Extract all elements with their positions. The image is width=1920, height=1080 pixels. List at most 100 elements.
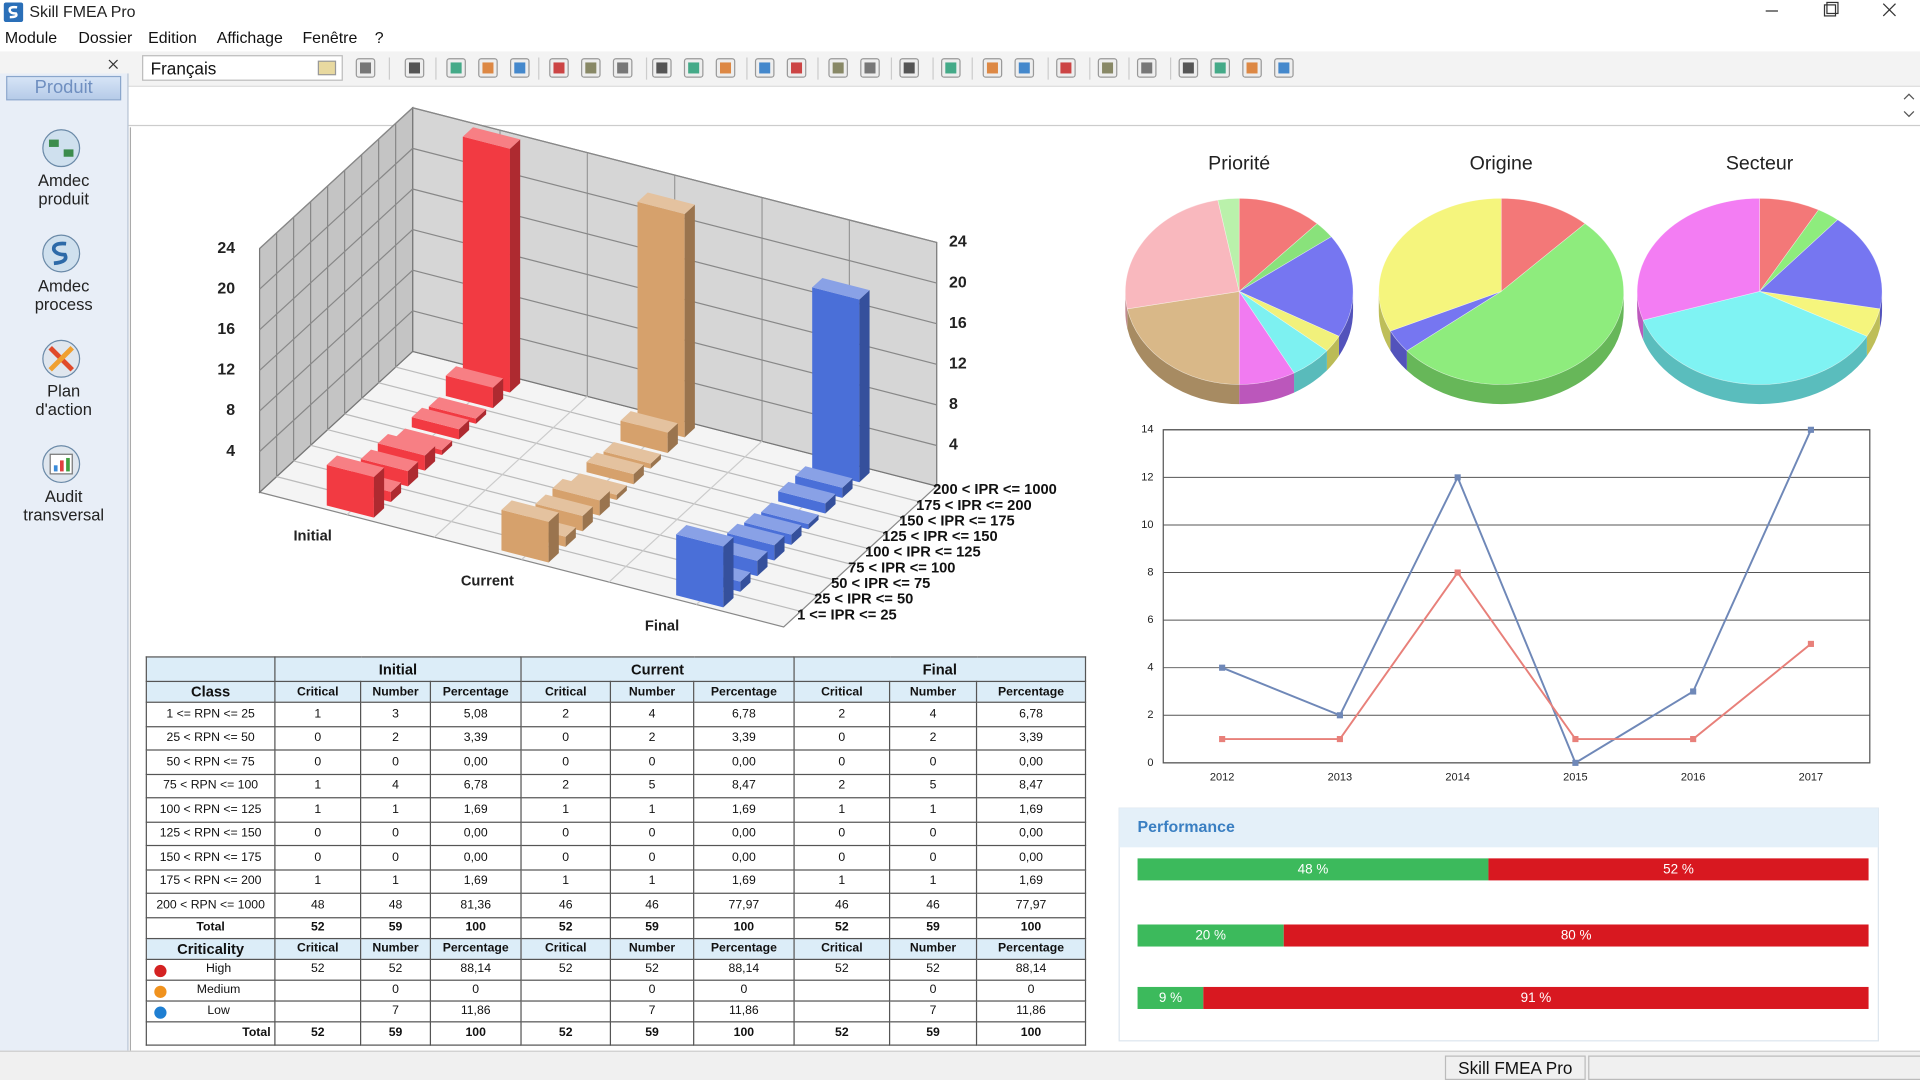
x-tick-label: 2015 bbox=[1563, 771, 1588, 783]
toolbar-glyph bbox=[1018, 62, 1030, 74]
menu-item[interactable]: Edition bbox=[148, 28, 197, 47]
line-marker bbox=[1219, 736, 1226, 743]
column-header: Number bbox=[359, 680, 432, 703]
menu-item[interactable]: Affichage bbox=[216, 28, 283, 47]
toolbar-glyph bbox=[656, 62, 668, 74]
bar-front bbox=[462, 136, 510, 393]
close-panel[interactable] bbox=[105, 56, 122, 73]
menu-item[interactable]: Module bbox=[4, 28, 58, 47]
table-row: 1 <= RPN <= 25 1 3 5,08 2 4 6,78 2 4 6,78 bbox=[145, 701, 1087, 727]
language-combobox[interactable]: Français bbox=[142, 55, 343, 81]
bar-front bbox=[620, 420, 668, 454]
toolbar-glyph bbox=[585, 62, 597, 74]
pie-slice bbox=[1238, 236, 1354, 337]
menu-item[interactable]: Dossier bbox=[78, 28, 133, 47]
table-cell: 0 bbox=[274, 844, 362, 870]
bar-side bbox=[684, 204, 695, 438]
table-cell: 88,14 bbox=[975, 958, 1087, 981]
language-value: Français bbox=[150, 58, 217, 79]
table-row: 175 < RPN <= 200 1 1 1,69 1 1 1,69 1 1 1,69 bbox=[145, 868, 1087, 894]
table-cell: 4 bbox=[609, 701, 695, 727]
sidebar-item[interactable]: Amdec produit bbox=[0, 171, 127, 208]
table-cell: 1 bbox=[793, 797, 891, 823]
table-cell: 11,86 bbox=[975, 999, 1087, 1022]
icon-amdec-process[interactable] bbox=[40, 233, 82, 275]
table-cell: 11,86 bbox=[693, 999, 795, 1022]
table-cell: 175 < RPN <= 200 bbox=[145, 868, 276, 894]
bar-side bbox=[667, 423, 678, 454]
bar-side bbox=[808, 514, 819, 530]
table-cell: 100 bbox=[975, 1020, 1087, 1046]
table-cell: 100 bbox=[429, 916, 522, 939]
table-cell: 1 bbox=[274, 773, 362, 799]
table-cell: 46 bbox=[793, 892, 891, 918]
table-cell: 1 bbox=[274, 701, 362, 727]
depth-tick-label: 175 < IPR <= 200 bbox=[916, 498, 1032, 514]
table-cell: 0 bbox=[274, 821, 362, 847]
sidebar-item[interactable]: Amdec process bbox=[0, 277, 127, 314]
table-cell: 150 < RPN <= 175 bbox=[145, 844, 276, 870]
table-cell bbox=[520, 978, 612, 1002]
table-row: 75 < RPN <= 100 1 4 6,78 2 5 8,47 2 5 8,47 bbox=[145, 773, 1087, 799]
bar-side bbox=[650, 454, 661, 469]
window-controls[interactable] bbox=[1739, 0, 1920, 24]
table-cell: 59 bbox=[359, 1020, 432, 1046]
sidebar-tab[interactable]: Produit bbox=[6, 75, 122, 101]
icon-audit[interactable] bbox=[40, 443, 82, 485]
table-cell: 5 bbox=[888, 773, 978, 799]
icon-plan-action[interactable] bbox=[40, 338, 82, 380]
bar-top bbox=[501, 500, 559, 522]
column-header: Number bbox=[609, 680, 695, 703]
table-cell: High bbox=[145, 958, 276, 981]
combo-button[interactable] bbox=[317, 59, 337, 77]
table-cell: 59 bbox=[609, 916, 695, 939]
toolbar-glyph bbox=[482, 62, 494, 74]
y-tick-label: 16 bbox=[949, 315, 967, 332]
bar-side bbox=[475, 409, 487, 424]
table-cell: 100 bbox=[693, 916, 795, 939]
y-tick-label: 16 bbox=[217, 321, 235, 338]
column-header: Critical bbox=[793, 937, 891, 960]
pie-slice bbox=[1500, 198, 1586, 293]
table-row: 25 < RPN <= 50 0 2 3,39 0 2 3,39 0 2 3,39 bbox=[145, 725, 1087, 751]
table-row: Total 52 59 100 52 59 100 52 59 100 bbox=[145, 1020, 1087, 1046]
toolbar-glyph bbox=[1102, 62, 1114, 74]
bar-top bbox=[676, 524, 734, 547]
bar-side bbox=[757, 551, 768, 577]
bar-side bbox=[407, 461, 419, 487]
header-cell bbox=[145, 656, 276, 683]
table-cell: 8,47 bbox=[975, 773, 1087, 799]
table-cell: 1 bbox=[520, 868, 612, 894]
bar-top bbox=[637, 192, 695, 214]
table-cell: 0 bbox=[975, 978, 1087, 1002]
toolbar-glyph bbox=[986, 62, 998, 74]
scroll-arrows[interactable] bbox=[1900, 89, 1917, 121]
table-cell: Low bbox=[145, 999, 276, 1022]
table-cell: 5 bbox=[609, 773, 695, 799]
status-bar: Skill FMEA Pro bbox=[0, 1050, 1920, 1080]
column-header: Critical bbox=[274, 680, 362, 703]
menu-item[interactable]: Fenêtre bbox=[302, 28, 358, 47]
menu-item[interactable]: ? bbox=[374, 28, 384, 47]
toolbar-glyph bbox=[617, 62, 629, 74]
toolbar-icons bbox=[355, 57, 1294, 80]
toolbar-glyph bbox=[553, 62, 565, 74]
sidebar-item[interactable]: Audit transversal bbox=[0, 487, 127, 524]
column-header: Number bbox=[888, 937, 978, 960]
progress-segment bbox=[1137, 858, 1489, 881]
table-cell: 0 bbox=[888, 749, 978, 775]
table-cell: 0 bbox=[793, 844, 891, 870]
table-cell: 6,78 bbox=[693, 701, 795, 727]
progress-segment bbox=[1137, 986, 1204, 1009]
icon-amdec-produit[interactable] bbox=[40, 127, 82, 169]
progress-label: 9 % bbox=[1159, 990, 1182, 1005]
criticality-dot bbox=[154, 964, 167, 977]
panel-header bbox=[1119, 808, 1879, 848]
bar-side bbox=[791, 525, 802, 545]
depth-tick-label: 100 < IPR <= 125 bbox=[865, 545, 981, 561]
table-cell: 100 bbox=[429, 1020, 522, 1046]
table-cell: 6,78 bbox=[429, 773, 522, 799]
sidebar-item[interactable]: Plan d'action bbox=[0, 382, 127, 419]
table-cell: 48 bbox=[274, 892, 362, 918]
